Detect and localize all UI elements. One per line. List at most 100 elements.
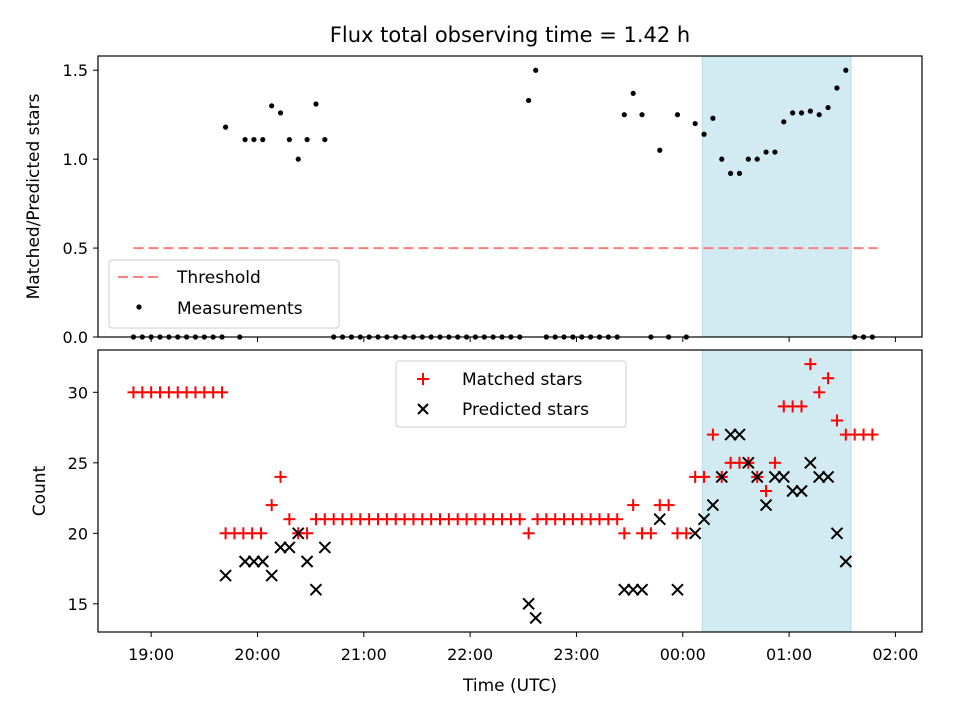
- measurement-point: [621, 112, 627, 118]
- predicted-star-point: [697, 512, 711, 526]
- top-y-tick-label: 0.5: [63, 239, 88, 258]
- x-tick-label: 00:00: [660, 645, 706, 664]
- legend-measurements-swatch: [136, 304, 142, 310]
- x-marker-b: [697, 512, 711, 526]
- measurement-point: [313, 101, 319, 107]
- top-y-tick-label: 0.0: [63, 328, 88, 347]
- matched-star-point: [813, 386, 826, 399]
- legend-predicted-label: Predicted stars: [462, 400, 589, 420]
- measurement-point: [242, 136, 248, 143]
- measurement-point: [843, 67, 849, 73]
- x-marker-b: [265, 569, 278, 582]
- matched-star-point: [662, 499, 675, 512]
- matched-star-point: [768, 456, 781, 469]
- measurement-point: [745, 156, 751, 162]
- bottom-y-axis-label: Count: [30, 465, 50, 516]
- predicted-star-point: [768, 470, 782, 484]
- predicted-star-point: [813, 470, 826, 484]
- matched-star-point: [706, 428, 719, 441]
- measurement-point: [728, 170, 734, 176]
- x-tick-label: 20:00: [234, 645, 280, 664]
- predicted-star-point: [804, 456, 817, 470]
- predicted-star-point: [671, 583, 684, 596]
- legend-matched-swatch: [417, 373, 429, 385]
- x-tick-label: 19:00: [128, 645, 174, 664]
- matched-star-point: [760, 485, 773, 497]
- top-panel: 0.0 0.5 1.0 1.5 Matched/Predicted stars Thr…: [24, 55, 923, 347]
- matched-star-point: [618, 527, 631, 540]
- matched-star-point: [680, 527, 693, 540]
- x-tick-label: 01:00: [766, 645, 812, 664]
- bottom-y-tick-label: 15: [68, 595, 88, 614]
- x-marker-b: [653, 512, 666, 526]
- x-marker-b: [274, 541, 287, 554]
- predicted-star-point: [618, 583, 631, 596]
- bottom-x-axis: 19:00 20:00 21:00 22:00 23:00 00:00 01:00 02:00: [128, 632, 918, 664]
- top-y-tick-label: 1.0: [63, 150, 88, 169]
- measurement-point: [322, 136, 328, 143]
- predicted-star-point: [830, 527, 844, 540]
- measurement-point: [834, 85, 840, 91]
- top-y-axis-label: Matched/Predicted stars: [24, 93, 44, 299]
- legend-matched-label: Matched stars: [462, 370, 582, 390]
- predicted-star-point: [300, 555, 314, 568]
- predicted-star-point: [283, 541, 296, 554]
- top-y-axis: 0.0 0.5 1.0 1.5: [63, 61, 98, 347]
- measurement-point: [269, 103, 275, 109]
- x-marker-b: [256, 555, 270, 568]
- measurement-point: [710, 115, 716, 121]
- x-tick-label: 02:00: [872, 645, 918, 664]
- measurement-point: [526, 97, 532, 104]
- top-x-ticks: [150, 337, 896, 342]
- measurement-point: [692, 120, 698, 127]
- measurement-point: [657, 147, 663, 153]
- predicted-star-point: [522, 597, 535, 611]
- top-plot-frame: [97, 55, 923, 338]
- bottom-plot-frame: [97, 349, 923, 633]
- x-tick-label: 21:00: [341, 645, 387, 664]
- matched-star-point: [804, 358, 817, 371]
- x-marker-b: [759, 498, 773, 512]
- measurement-point: [295, 156, 301, 162]
- predicted-star-point: [219, 569, 232, 582]
- x-marker-b: [804, 456, 817, 470]
- x-marker-b: [522, 597, 535, 611]
- x-marker-b: [786, 484, 799, 498]
- x-marker-b: [830, 527, 844, 540]
- x-marker-b: [292, 527, 305, 540]
- predicted-star-point: [706, 498, 720, 512]
- measurement-point: [277, 110, 284, 116]
- x-marker-b: [715, 470, 728, 484]
- predicted-star-point: [786, 484, 799, 498]
- measurement-point: [260, 136, 266, 143]
- bottom-shaded-interval: [701, 349, 852, 633]
- matched-star-point: [265, 499, 278, 512]
- predicted-star-point: [839, 555, 853, 568]
- top-legend-box: [108, 259, 340, 329]
- bottom-x-axis-label: Time (UTC): [462, 676, 557, 696]
- measurement-point: [754, 156, 760, 162]
- matched-star-point: [822, 372, 835, 385]
- x-marker-b: [671, 583, 684, 596]
- x-marker-b: [309, 583, 323, 596]
- bottom-y-axis: 15 20 25 30: [68, 383, 98, 614]
- matched-star-point: [866, 428, 879, 441]
- bottom-y-tick-label: 20: [68, 524, 88, 543]
- x-marker-b: [529, 611, 542, 625]
- x-marker-b: [247, 555, 261, 568]
- predicted-star-point: [795, 484, 808, 498]
- predicted-star-point: [626, 583, 640, 596]
- measurement-point: [807, 108, 813, 114]
- predicted-star-point: [292, 527, 305, 540]
- matched-star-point: [611, 513, 624, 526]
- x-marker-b: [839, 555, 853, 568]
- predicted-star-point: [256, 555, 270, 568]
- predicted-star-point: [529, 611, 542, 625]
- predicted-star-point: [653, 512, 666, 526]
- x-marker-b: [813, 470, 826, 484]
- measurement-point: [286, 136, 292, 143]
- predicted-star-point: [238, 555, 252, 568]
- matched-star-point: [795, 400, 808, 413]
- measurement-point: [798, 110, 805, 116]
- x-marker-b: [626, 583, 640, 596]
